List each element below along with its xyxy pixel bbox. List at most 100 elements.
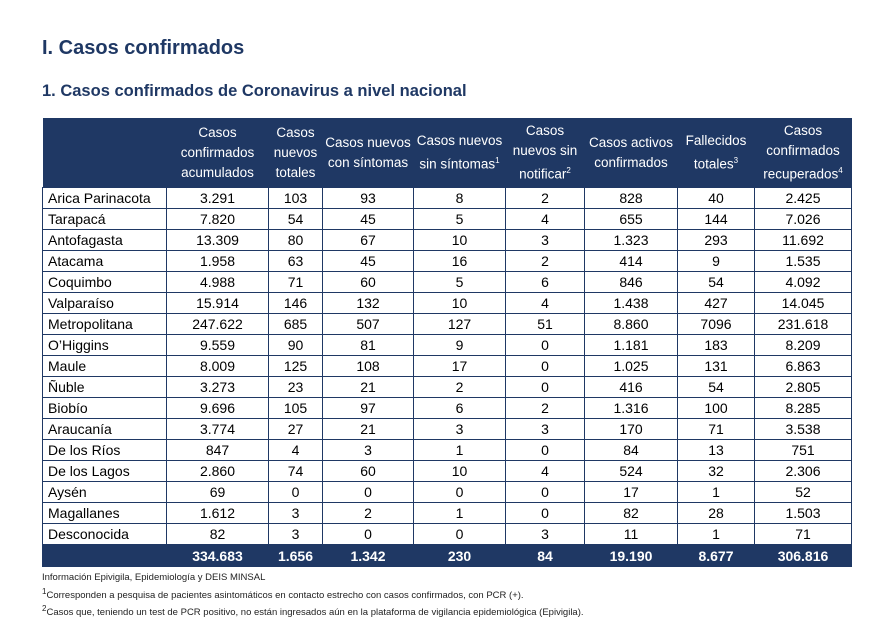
footnote-text: Casos que, teniendo un test de PCR posit…	[46, 607, 584, 619]
column-header	[42, 118, 167, 188]
table-cell: 71	[677, 418, 755, 440]
total-cell: 1.656	[268, 544, 323, 567]
table-cell: 6	[413, 397, 506, 419]
table-cell: 3.538	[754, 418, 852, 440]
table-cell: 846	[584, 271, 678, 293]
table-cell: 17	[413, 355, 506, 377]
table-cell: 1	[677, 523, 755, 545]
table-cell: 828	[584, 187, 678, 209]
table-cell: 2	[322, 502, 414, 524]
footnote-ref: 4	[838, 165, 843, 175]
table-cell: 97	[322, 397, 414, 419]
column-header: Casos confirmados recuperados4	[754, 118, 852, 188]
table-row: Desconocida 82 3 0 0 3 11 1 71	[42, 523, 852, 545]
column-header: Fallecidos totales3	[677, 118, 755, 188]
table-row: Antofagasta 13.309 80 67 10 3 1.323 293 11.692	[42, 229, 852, 251]
table-cell: 125	[268, 355, 323, 377]
table-cell: 27	[268, 418, 323, 440]
table-cell: 0	[413, 481, 506, 503]
table-cell: 60	[322, 271, 414, 293]
table-cell: 507	[322, 313, 414, 335]
table-cell: 655	[584, 208, 678, 230]
column-header-label: Casos nuevos totales	[273, 124, 318, 180]
table-cell: 69	[166, 481, 269, 503]
region-name: O’Higgins	[42, 334, 167, 356]
table-cell: 0	[505, 481, 585, 503]
total-cell: 230	[413, 544, 506, 567]
region-name: Biobío	[42, 397, 167, 419]
footnote: Información Epivigila, Epidemiología y D…	[42, 571, 584, 585]
table-cell: 21	[322, 418, 414, 440]
table-cell: 90	[268, 334, 323, 356]
table-cell: 9.559	[166, 334, 269, 356]
column-header-label: Casos confirmados recuperados	[763, 122, 840, 182]
table-cell: 11	[584, 523, 678, 545]
total-cell: 306.816	[754, 544, 852, 567]
table-cell: 3	[505, 523, 585, 545]
table-cell: 54	[268, 208, 323, 230]
table-cell: 84	[584, 439, 678, 461]
table-cell: 3.774	[166, 418, 269, 440]
table-cell: 2	[505, 250, 585, 272]
column-header-label: Casos confirmados acumulados	[180, 124, 255, 180]
table-cell: 231.618	[754, 313, 852, 335]
table-cell: 2	[505, 187, 585, 209]
table-cell: 4.092	[754, 271, 852, 293]
footnotes: Información Epivigila, Epidemiología y D…	[42, 571, 584, 620]
table-cell: 28	[677, 502, 755, 524]
region-name: Metropolitana	[42, 313, 167, 335]
region-name: Atacama	[42, 250, 167, 272]
table-cell: 1.181	[584, 334, 678, 356]
table-cell: 1.316	[584, 397, 678, 419]
table-cell: 82	[166, 523, 269, 545]
table-cell: 9.696	[166, 397, 269, 419]
table-cell: 7.026	[754, 208, 852, 230]
table-cell: 1.535	[754, 250, 852, 272]
footnote-number: 1	[42, 586, 47, 596]
total-cell: 334.683	[166, 544, 269, 567]
total-cell: 19.190	[584, 544, 678, 567]
table-row: Valparaíso 15.914 146 132 10 4 1.438 427 14.045	[42, 292, 852, 314]
table-cell: 13.309	[166, 229, 269, 251]
table-cell: 16	[413, 250, 506, 272]
footnote-text: Corresponden a pesquisa de pacientes asi…	[46, 589, 524, 601]
footnote-ref: 1	[495, 155, 500, 165]
column-header-label: Fallecidos totales	[685, 132, 747, 172]
table-cell: 23	[268, 376, 323, 398]
table-cell: 6.863	[754, 355, 852, 377]
cases-table: Casos confirmados acumulados Casos nuevos…	[42, 118, 852, 567]
table-cell: 8.860	[584, 313, 678, 335]
table-cell: 146	[268, 292, 323, 314]
table-cell: 1.323	[584, 229, 678, 251]
table-cell: 0	[505, 355, 585, 377]
table-cell: 82	[584, 502, 678, 524]
table-cell: 9	[413, 334, 506, 356]
region-name: De los Lagos	[42, 460, 167, 482]
table-cell: 9	[677, 250, 755, 272]
table-cell: 45	[322, 250, 414, 272]
footnote-ref: 2	[566, 165, 571, 175]
table-cell: 414	[584, 250, 678, 272]
table-cell: 1	[413, 502, 506, 524]
table-cell: 54	[677, 376, 755, 398]
footnote-ref: 3	[733, 155, 739, 165]
region-name: Coquimbo	[42, 271, 167, 293]
table-cell: 51	[505, 313, 585, 335]
table-cell: 0	[268, 481, 323, 503]
table-cell: 40	[677, 187, 755, 209]
table-cell: 54	[677, 271, 755, 293]
table-row: O’Higgins 9.559 90 81 9 0 1.181 183 8.209	[42, 334, 852, 356]
footnote-text: Información Epivigila, Epidemiología y D…	[42, 572, 266, 583]
table-cell: 52	[754, 481, 852, 503]
table-cell: 3	[268, 502, 323, 524]
table-cell: 3.273	[166, 376, 269, 398]
table-cell: 751	[754, 439, 852, 461]
table-cell: 67	[322, 229, 414, 251]
region-name: Magallanes	[42, 502, 167, 524]
table-cell: 2.860	[166, 460, 269, 482]
table-cell: 8	[413, 187, 506, 209]
column-header-label: Casos nuevos sin notificar	[512, 122, 578, 182]
table-cell: 105	[268, 397, 323, 419]
table-cell: 4	[505, 208, 585, 230]
table-cell: 2.306	[754, 460, 852, 482]
